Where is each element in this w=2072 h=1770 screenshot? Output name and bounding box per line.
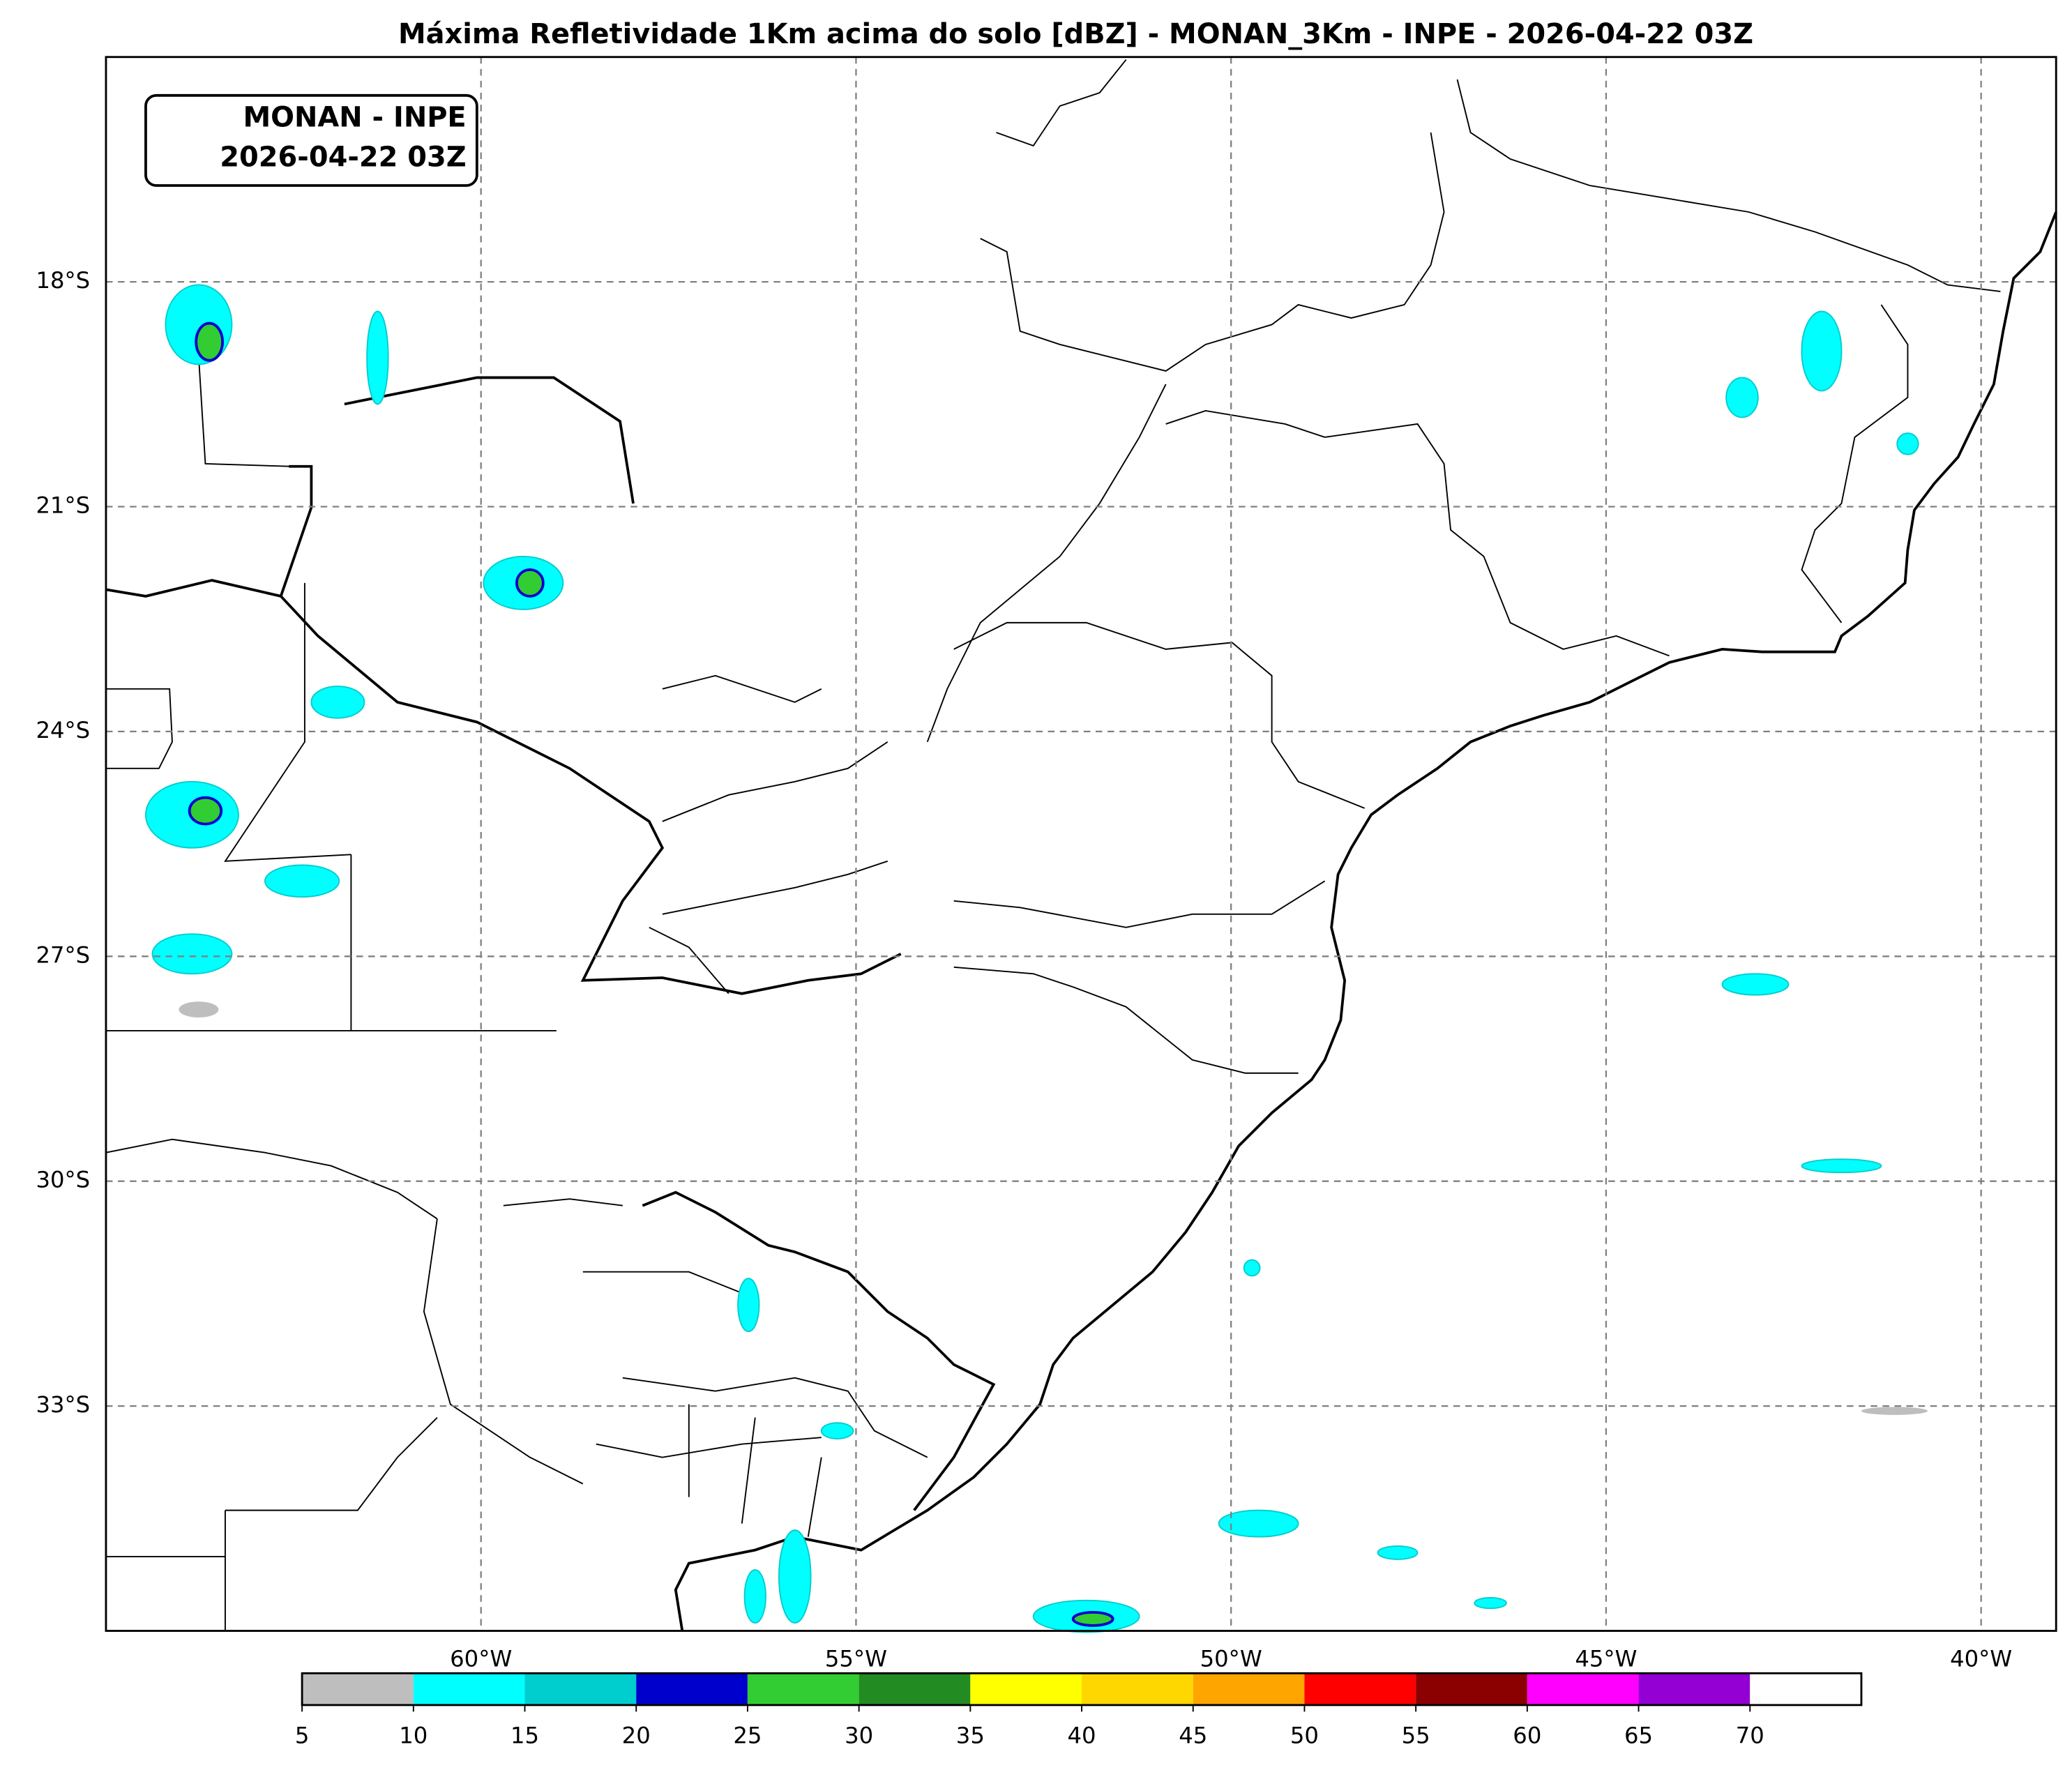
echo: [310, 686, 365, 719]
echo: [778, 1529, 812, 1624]
echo: [1896, 432, 1919, 455]
stamp-frame: [144, 93, 478, 187]
country-border: [105, 464, 996, 1511]
colorbar-segment: [636, 1673, 748, 1705]
colorbar-tick-label: 25: [733, 1722, 762, 1748]
internal-border: [105, 59, 2001, 1631]
colorbar-tick-label: 30: [845, 1722, 873, 1748]
echo: [179, 1001, 219, 1018]
colorbar-segment: [1304, 1673, 1416, 1705]
lat-tick-label: 27°S: [36, 941, 90, 968]
echo: [1801, 1158, 1882, 1174]
map-title: Máxima Refletividade 1Km acima do solo […: [398, 18, 1753, 50]
echo: [1721, 973, 1790, 996]
colorbar-segment: [1638, 1673, 1750, 1705]
stamp-line: 2026-04-22 03Z: [220, 142, 466, 174]
colorbar-tick-label: 5: [295, 1722, 310, 1748]
echo: [1071, 1610, 1114, 1627]
colorbar-segment: [970, 1673, 1082, 1705]
echo: [1725, 377, 1759, 418]
coastline: [674, 211, 2057, 1631]
colorbar-tick-label: 10: [399, 1722, 428, 1748]
colorbar-segment: [1527, 1673, 1639, 1705]
country-border: [280, 376, 902, 995]
colorbar-segment: [747, 1673, 859, 1705]
echo: [1474, 1597, 1507, 1610]
stamp-box: MONAN - INPE 2026-04-22 03Z: [144, 93, 478, 187]
lon-tick-label: 55°W: [825, 1645, 887, 1672]
colorbar-tick-label: 60: [1513, 1722, 1541, 1748]
echo: [188, 796, 223, 826]
lon-tick-label: 40°W: [1950, 1645, 2012, 1672]
reflectivity: [145, 284, 1928, 1633]
lon-tick-label: 60°W: [450, 1645, 512, 1672]
colorbar-segment: [413, 1673, 525, 1705]
colorbar-tick-label: 50: [1290, 1722, 1319, 1748]
echo: [151, 933, 233, 975]
echo: [1377, 1545, 1419, 1560]
lat-tick-label: 24°S: [36, 717, 90, 743]
echo: [195, 322, 225, 362]
colorbar-frame: [301, 1672, 1863, 1707]
colorbar-tick-label: 20: [622, 1722, 651, 1748]
echo: [1218, 1509, 1299, 1538]
colorbar-segment: [1416, 1673, 1527, 1705]
lat-tick-label: 21°S: [36, 492, 90, 519]
colorbar-tick-label: 40: [1067, 1722, 1096, 1748]
lon-tick-label: 45°W: [1575, 1645, 1637, 1672]
lat-tick-label: 33°S: [36, 1391, 90, 1418]
colorbar-tick-label: 65: [1624, 1722, 1653, 1748]
outlines: [105, 59, 2057, 1631]
echo: [737, 1278, 760, 1333]
echo: [1801, 310, 1843, 392]
colorbar-tick-label: 35: [956, 1722, 985, 1748]
colorbar-segment: [859, 1673, 971, 1705]
colorbar-segment: [1750, 1673, 1861, 1705]
colorbar-tick-label: 45: [1179, 1722, 1207, 1748]
echo: [820, 1422, 854, 1439]
echo: [366, 310, 389, 405]
lon-tick-label: 50°W: [1200, 1645, 1262, 1672]
echo: [743, 1569, 766, 1624]
colorbar-segment: [302, 1673, 414, 1705]
colorbar-segment: [524, 1673, 637, 1705]
graticule: [105, 56, 2057, 1631]
echo: [515, 568, 545, 598]
echo: [1861, 1407, 1928, 1415]
colorbar-tick-label: 55: [1402, 1722, 1430, 1748]
colorbar-tick-label: 70: [1736, 1722, 1764, 1748]
stamp-line: MONAN - INPE: [243, 102, 466, 134]
colorbar-segment: [1082, 1673, 1193, 1705]
lat-tick-label: 18°S: [36, 267, 90, 294]
map-frame: [105, 56, 2057, 1632]
colorbar-segment: [1193, 1673, 1305, 1705]
colorbar-tick-label: 15: [511, 1722, 539, 1748]
echo: [264, 864, 340, 898]
echo: [1243, 1259, 1261, 1277]
lat-tick-label: 30°S: [36, 1167, 90, 1193]
colorbar: 5 10 15 20 25 30 35 40 45 50 55 60 65 70: [295, 1672, 1863, 1748]
